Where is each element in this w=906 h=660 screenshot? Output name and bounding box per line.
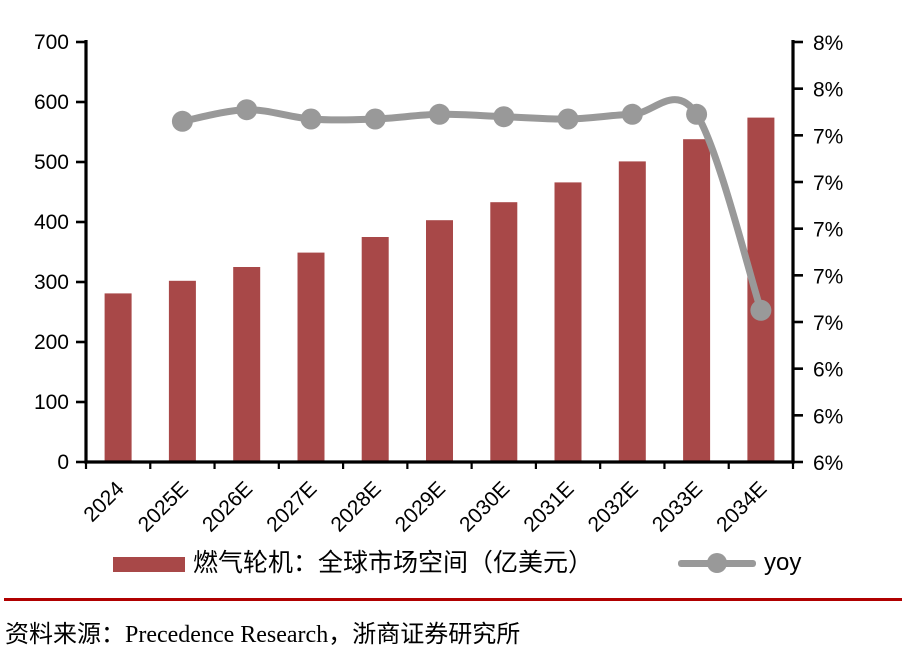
line-series-label: yoy <box>764 549 802 576</box>
right-axis-label: 7% <box>813 265 843 288</box>
bar-2031E <box>554 182 582 462</box>
chart-canvas: 700 600 500 400 300 200 100 0 8% 8% 7% 7% 7% 7% 7% 6% 6%… <box>34 31 843 536</box>
yoy-marker-2026E <box>236 99 258 121</box>
left-axis-label: 500 <box>34 151 69 174</box>
right-axis-label: 7% <box>813 172 843 195</box>
left-axis-label: 0 <box>57 451 69 474</box>
legend-item-market-size: 燃气轮机：全球市场空间（亿美元） <box>113 550 594 577</box>
bar-2030E <box>490 202 518 462</box>
line-series-swatch <box>678 552 756 574</box>
left-axis-label: 600 <box>34 91 69 114</box>
x-axis-label-2026E: 2026E <box>198 477 257 536</box>
x-axis-label-2029E: 2029E <box>391 477 450 536</box>
bar-2032E <box>618 161 646 462</box>
right-axis-label: 7% <box>813 312 843 335</box>
x-axis-label-2030E: 2030E <box>455 477 514 536</box>
yoy-marker-2031E <box>557 108 579 130</box>
right-axis-label: 6% <box>813 405 843 428</box>
x-axis-label-2025E: 2025E <box>134 477 193 536</box>
left-axis-label: 400 <box>34 211 69 234</box>
x-axis-label-2034E: 2034E <box>712 477 771 536</box>
legend-item-yoy: yoy <box>678 551 801 575</box>
bar-2028E <box>361 237 389 462</box>
x-axis-label-2027E: 2027E <box>262 477 321 536</box>
bar-2025E <box>168 280 196 462</box>
x-axis-label-2032E: 2032E <box>584 477 643 536</box>
x-axis-label-2024: 2024 <box>79 477 129 527</box>
source-text: 资料来源：Precedence Research，浙商证券研究所 <box>5 622 521 648</box>
x-axis-label-2031E: 2031E <box>519 477 578 536</box>
bar-2033E <box>683 139 711 462</box>
yoy-marker-2027E <box>300 108 322 130</box>
left-axis-label: 300 <box>34 271 69 294</box>
bar-2027E <box>297 252 325 462</box>
right-axis-label: 7% <box>813 219 843 242</box>
right-axis-label: 8% <box>813 79 843 102</box>
bar-2026E <box>233 267 261 462</box>
yoy-marker-2030E <box>493 106 515 128</box>
left-axis-label: 100 <box>34 391 69 414</box>
source-divider <box>4 598 902 601</box>
bar-2029E <box>426 220 453 462</box>
yoy-marker-2032E <box>621 103 643 125</box>
yoy-marker-2029E <box>429 103 450 125</box>
x-axis-label-2033E: 2033E <box>648 477 707 536</box>
yoy-marker-2033E <box>686 103 708 125</box>
right-axis-label: 6% <box>813 359 843 382</box>
left-axis-label: 700 <box>34 31 69 54</box>
right-axis-label: 7% <box>813 125 843 148</box>
x-axis-label-2028E: 2028E <box>327 477 386 536</box>
line-swatch-marker-icon <box>707 553 727 573</box>
right-axis-label: 6% <box>813 452 843 475</box>
yoy-marker-2034E <box>750 299 772 321</box>
bar-series-swatch <box>113 556 185 572</box>
left-axis-label: 200 <box>34 331 69 354</box>
yoy-marker-2025E <box>171 110 193 132</box>
bar-2024 <box>104 293 132 462</box>
yoy-line <box>178 96 765 314</box>
right-axis-label: 8% <box>813 32 843 55</box>
bar-series-label: 燃气轮机：全球市场空间（亿美元） <box>193 550 594 577</box>
yoy-marker-2028E <box>364 108 386 130</box>
